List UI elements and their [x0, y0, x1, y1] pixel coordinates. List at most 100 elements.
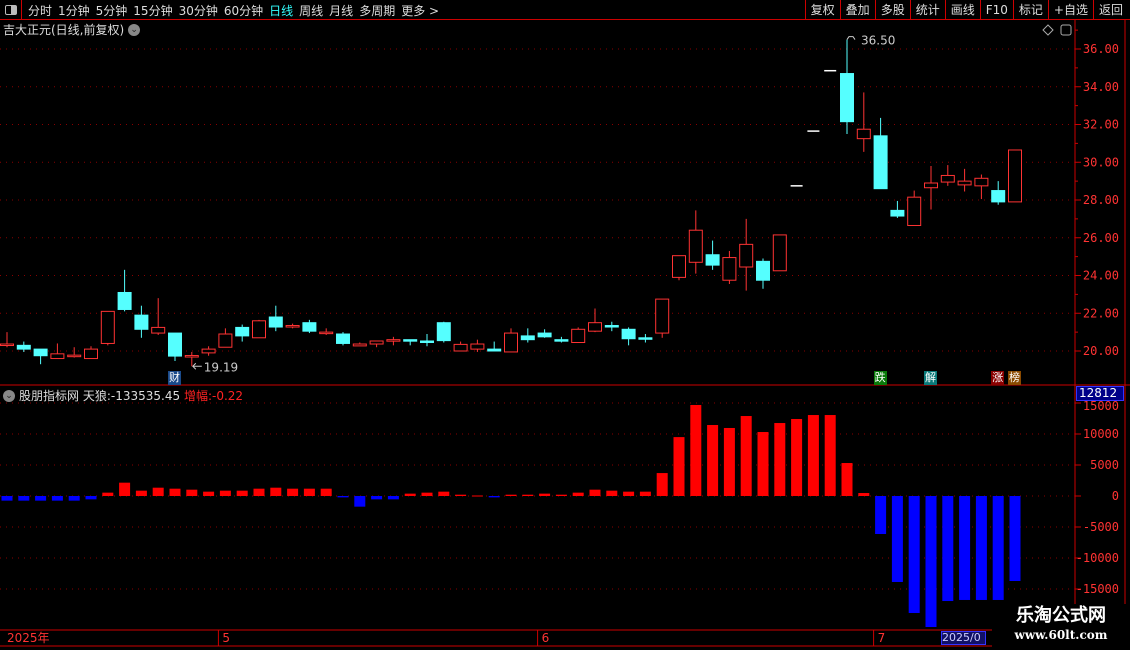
candle-body — [403, 339, 418, 342]
chevron-down-icon[interactable]: ⌄ — [3, 389, 15, 402]
event-marker[interactable]: 跌 — [873, 371, 887, 385]
toolbar-buttons: 复权 叠加 多股 统计 画线 F10 标记 +自选 返回 — [804, 0, 1128, 20]
change-value: -0.22 — [212, 388, 244, 403]
indicator-tick-label: 0 — [1112, 489, 1119, 503]
indicator-bar — [287, 488, 299, 496]
candle-body — [16, 344, 31, 350]
candle-body — [890, 209, 905, 217]
event-marker[interactable]: 涨 — [991, 371, 1005, 385]
indicator-bar — [18, 496, 30, 501]
indicator-bar — [236, 490, 248, 496]
indicator-bar — [959, 496, 971, 600]
indicator-tick-label: -10000 — [1076, 551, 1119, 565]
indicator-bar — [841, 463, 853, 496]
candle-body — [436, 322, 451, 342]
period-tab[interactable]: 1分钟 — [58, 3, 90, 18]
period-tab[interactable]: 分时 — [28, 3, 53, 18]
period-tab[interactable]: 周线 — [299, 3, 324, 18]
indicator-bar — [320, 488, 332, 496]
indicator-tick-label: 10000 — [1083, 427, 1119, 441]
price-tick-label: 30.00 — [1083, 155, 1119, 169]
indicator-bar — [438, 491, 450, 496]
indicator-bar — [942, 496, 954, 602]
toolbar-button[interactable]: 返回 — [1092, 0, 1128, 20]
date-label: 2025年 — [7, 631, 50, 645]
indicator-tick-label: -15000 — [1076, 582, 1119, 596]
candle-body — [772, 234, 787, 272]
indicator-bar — [522, 494, 534, 496]
indicator-current-value: 12812 — [1076, 386, 1124, 401]
candle-body — [688, 229, 703, 263]
candle-body — [588, 322, 602, 332]
candle-body — [722, 257, 737, 281]
candle-body — [117, 291, 132, 310]
toolbar-button[interactable]: 叠加 — [839, 0, 875, 20]
diamond-icon[interactable] — [1042, 24, 1054, 36]
candle-body — [840, 73, 854, 123]
indicator-bar — [690, 404, 702, 496]
toolbar-button[interactable]: 复权 — [804, 0, 840, 20]
chevron-down-icon[interactable]: ⌄ — [128, 23, 141, 36]
indicator-bar — [656, 473, 668, 496]
candle-body — [957, 180, 972, 186]
period-tab[interactable]: 更多 > — [401, 3, 440, 18]
toolbar-button[interactable]: F10 — [979, 0, 1013, 20]
event-marker[interactable]: 解 — [924, 371, 937, 385]
period-tab[interactable]: 5分钟 — [95, 3, 128, 18]
toolbar-button[interactable]: 画线 — [944, 0, 980, 20]
price-tick-label: 26.00 — [1083, 231, 1119, 245]
date-label: 6 — [542, 631, 550, 645]
indicator-bar — [908, 496, 920, 613]
candle-body — [940, 174, 955, 183]
indicator-bar — [1009, 496, 1021, 582]
date-label: 7 — [878, 631, 886, 645]
indicator-bar — [992, 496, 1004, 600]
candle-body — [856, 128, 871, 140]
price-tick-label: 32.00 — [1083, 118, 1119, 132]
candle-body — [134, 314, 149, 330]
candle-body — [571, 328, 586, 344]
panel-icon — [4, 5, 17, 15]
indicator-bar — [354, 496, 366, 507]
candle-body — [67, 354, 82, 358]
period-tab[interactable]: 30分钟 — [178, 3, 218, 18]
indicator-bar — [203, 491, 215, 496]
indicator-bar — [774, 423, 786, 496]
period-tab[interactable]: 日线 — [269, 3, 294, 18]
price-tick-label: 36.00 — [1083, 42, 1119, 56]
toolbar-button[interactable]: 标记 — [1012, 0, 1048, 20]
candle-body — [1008, 149, 1022, 203]
toolbar-button[interactable]: +自选 — [1047, 0, 1093, 20]
toolbar: 分时 1分钟 5分钟 15分钟 30分钟 60分钟 日线 周线 月线 多周期 更多 > 复权 叠加 多股… — [0, 0, 1130, 20]
indicator-bar — [1, 496, 13, 501]
panel-icon[interactable] — [1060, 24, 1072, 36]
indicator-bar — [740, 416, 752, 496]
candle-body — [420, 340, 434, 343]
candle-body — [672, 255, 686, 278]
period-tab[interactable]: 60分钟 — [223, 3, 264, 18]
indicator-bar — [807, 415, 819, 496]
watermark: 乐淘公式网 www.60lt.com — [992, 604, 1130, 650]
price-tick-label: 24.00 — [1083, 269, 1119, 283]
period-tab[interactable]: 15分钟 — [133, 3, 173, 18]
period-tab[interactable]: 多周期 — [359, 3, 396, 18]
toolbar-button[interactable]: 统计 — [909, 0, 945, 20]
period-tab[interactable]: 月线 — [329, 3, 354, 18]
sidebar-toggle-button[interactable] — [0, 0, 22, 20]
change-label: 增幅: — [183, 389, 212, 403]
indicator-bar — [589, 489, 601, 496]
indicator-bar — [824, 415, 836, 496]
indicator-bar — [539, 493, 551, 496]
indicator-bar — [371, 496, 383, 500]
indicator-bar — [505, 494, 517, 496]
candle-body — [33, 348, 48, 357]
toolbar-button[interactable]: 多股 — [874, 0, 910, 20]
candle-body — [537, 332, 552, 338]
candle-body — [907, 196, 922, 226]
candle-body — [319, 331, 334, 335]
event-marker[interactable]: 榜 — [1008, 371, 1021, 385]
indicator-bar — [858, 493, 870, 496]
price-tick-label: 22.00 — [1083, 306, 1119, 320]
event-marker[interactable]: 财 — [168, 371, 181, 385]
